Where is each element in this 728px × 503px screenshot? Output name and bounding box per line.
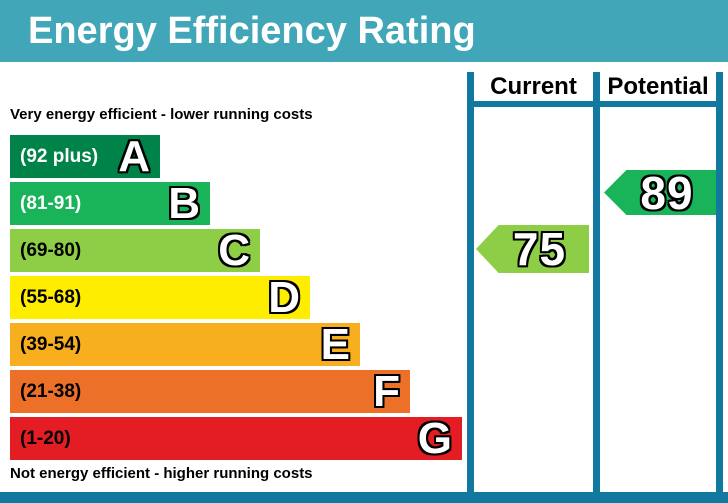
band-a-range: (92 plus)	[20, 145, 99, 167]
potential-rating-arrow: 89	[604, 170, 716, 215]
band-f-letter: F	[373, 367, 400, 416]
column-header-current: Current	[490, 72, 577, 100]
column-header-potential: Potential	[607, 72, 709, 100]
band-e-letter: E	[320, 320, 350, 369]
band-d: (55-68) D	[10, 273, 310, 322]
page-title: Energy Efficiency Rating	[28, 9, 476, 52]
potential-rating-value: 89	[640, 166, 694, 219]
band-a: (92 plus) A	[10, 132, 160, 181]
band-e: (39-54) E	[10, 320, 360, 369]
bottom-note: Not energy efficient - higher running co…	[10, 465, 313, 482]
band-e-range: (39-54)	[20, 333, 82, 355]
band-g-letter: G	[417, 414, 452, 463]
band-b-letter: B	[168, 179, 200, 228]
table-divider-left	[467, 72, 474, 503]
band-a-letter: A	[118, 132, 150, 181]
band-b-range: (81-91)	[20, 192, 82, 214]
band-g-range: (1-20)	[20, 427, 71, 449]
band-g: (1-20) G	[10, 414, 462, 463]
band-c-range: (69-80)	[20, 239, 82, 261]
current-rating-value: 75	[512, 223, 567, 275]
table-divider-right	[716, 72, 723, 503]
band-b: (81-91) B	[10, 179, 210, 228]
band-f-range: (21-38)	[20, 380, 82, 402]
band-f: (21-38) F	[10, 367, 410, 416]
band-d-letter: D	[268, 273, 300, 322]
band-c-letter: C	[218, 226, 250, 275]
band-c: (69-80) C	[10, 226, 260, 275]
current-rating-arrow: 75	[476, 225, 589, 273]
table-header-underline	[467, 101, 723, 107]
epc-chart: Current Potential Very energy efficient …	[0, 62, 728, 503]
title-bar: Energy Efficiency Rating	[0, 0, 728, 62]
table-divider-middle	[593, 72, 600, 503]
top-note: Very energy efficient - lower running co…	[10, 106, 313, 123]
band-d-range: (55-68)	[20, 286, 82, 308]
bottom-border	[0, 492, 728, 503]
